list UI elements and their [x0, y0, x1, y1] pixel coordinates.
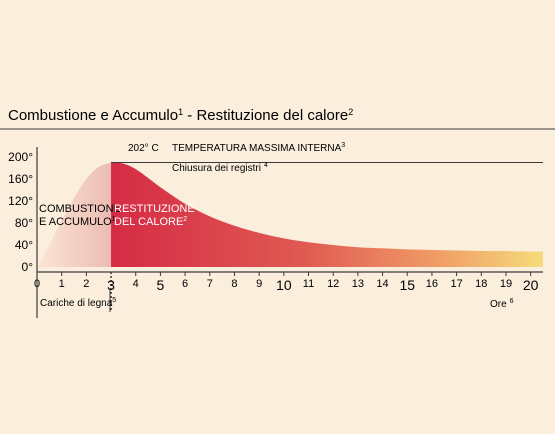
y-tick-label: 120° [8, 194, 33, 208]
wood-loads-label: Cariche di legna5 [40, 297, 116, 309]
x-tick-label: 7 [207, 278, 213, 290]
x-tick-label: 4 [133, 278, 139, 290]
x-tick-label: 20 [523, 277, 539, 293]
x-tick-label: 2 [83, 278, 89, 290]
x-tick-label: 1 [59, 278, 65, 290]
x-tick-label: 10 [276, 277, 292, 293]
x-axis-ticks: 0 1 2 3 4 5 6 7 8 9 10 11 12 13 14 15 16 17 18 19 20 [34, 272, 539, 312]
area-heat-release-phase [111, 162, 544, 267]
x-tick-label: 3 [107, 277, 115, 293]
phase2-label-line2: DEL CALORE2 [114, 216, 187, 228]
phase1-label-line2: E ACCUMULO1 [39, 216, 116, 228]
y-tick-label: 200° [8, 150, 33, 164]
x-tick-label: 13 [352, 278, 364, 290]
x-tick-label: 8 [231, 278, 237, 290]
x-tick-label: 11 [303, 278, 314, 290]
x-tick-label: 17 [450, 278, 462, 290]
x-tick-label: 18 [475, 278, 487, 290]
hours-label: Ore 6 [490, 298, 514, 310]
y-tick-label: 80° [15, 216, 33, 230]
max-temperature-label: TEMPERATURA MASSIMA INTERNA3 [172, 142, 345, 154]
y-tick-label: 0° [22, 260, 34, 274]
y-tick-label: 40° [15, 238, 33, 252]
x-tick-label: 0 [34, 278, 40, 290]
x-tick-label: 5 [157, 277, 165, 293]
x-tick-label: 12 [327, 278, 339, 290]
x-tick-label: 14 [376, 278, 388, 290]
y-axis-ticks: 0° 40° 80° 120° 160° 200° [8, 150, 33, 274]
area-combustion-phase [37, 162, 112, 267]
phase2-label-line1: RESTITUZIONE [114, 203, 195, 215]
y-tick-label: 160° [8, 172, 33, 186]
phase1-label-line1: COMBUSTIONE [39, 203, 121, 215]
peak-temperature-label: 202° C [128, 143, 159, 154]
x-tick-label: 15 [399, 277, 415, 293]
registers-closing-label: Chiusura dei registri 4 [172, 162, 268, 174]
x-tick-label: 9 [256, 278, 262, 290]
x-tick-label: 19 [500, 278, 512, 290]
x-tick-label: 16 [426, 278, 438, 290]
x-tick-label: 6 [182, 278, 188, 290]
chart-title: Combustione e Accumulo1 - Restituzione d… [8, 107, 353, 124]
